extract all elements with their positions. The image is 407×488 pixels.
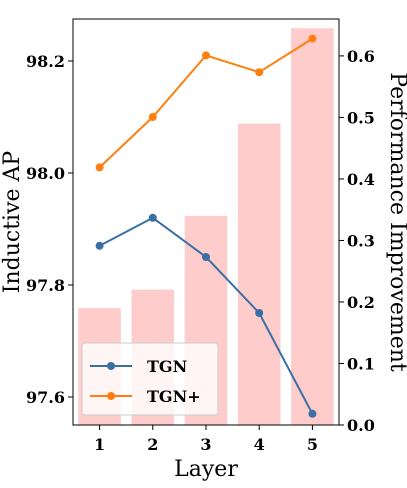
legend-marker-tgn: [107, 362, 115, 370]
bar-layer-5: [291, 28, 334, 426]
x-axis-label: Layer: [174, 457, 238, 482]
x-tick-label-3: 3: [200, 435, 211, 454]
right-y-tick-label-0.4: 0.4: [347, 170, 375, 189]
right-y-tick-label-0.1: 0.1: [347, 354, 375, 373]
x-tick-label-4: 4: [254, 435, 265, 454]
right-y-tick-label-0.2: 0.2: [347, 293, 375, 312]
point-tgn-layer-1: [95, 241, 104, 250]
ticks-layer: 1 2 3 4 5 97.6 97.8 98.0 98.2 0.0 0.1 0.2 0.3 0.4 0.5 0…: [26, 47, 375, 454]
point-tgn-plus-layer-3: [202, 51, 210, 60]
lines-layer: [95, 34, 317, 418]
legend-label-tgn: TGN: [147, 357, 187, 376]
right-y-tick-label-0.5: 0.5: [347, 108, 375, 127]
legend-label-tgn-plus: TGN+: [147, 387, 201, 406]
point-tgn-plus-layer-4: [255, 68, 264, 77]
x-tick-label-2: 2: [147, 435, 158, 454]
right-y-tick-label-0.0: 0.0: [347, 416, 375, 435]
point-tgn-plus-layer-1: [95, 163, 104, 172]
bars-layer: [78, 28, 334, 426]
point-tgn-layer-5: [308, 409, 317, 418]
point-tgn-layer-4: [255, 309, 264, 317]
point-tgn-layer-2: [148, 213, 157, 222]
right-y-tick-label-0.3: 0.3: [347, 231, 375, 250]
left-y-tick-label-98.0: 98.0: [26, 164, 65, 183]
left-y-tick-label-98.2: 98.2: [26, 52, 65, 71]
left-y-axis-label: Inductive AP: [0, 151, 25, 294]
point-tgn-plus-layer-2: [148, 113, 157, 121]
legend: TGN TGN+: [81, 342, 219, 416]
point-tgn-plus-layer-5: [308, 34, 317, 43]
bar-layer-4: [237, 123, 281, 426]
left-y-tick-label-97.8: 97.8: [26, 276, 65, 295]
right-y-tick-label-0.6: 0.6: [347, 47, 375, 66]
x-tick-label-1: 1: [94, 435, 105, 454]
right-y-axis-label: Performance Improvement: [385, 72, 407, 372]
x-tick-label-5: 5: [307, 435, 318, 454]
legend-marker-tgn-plus: [107, 392, 115, 400]
left-y-tick-label-97.6: 97.6: [26, 388, 65, 407]
point-tgn-layer-3: [202, 253, 210, 261]
